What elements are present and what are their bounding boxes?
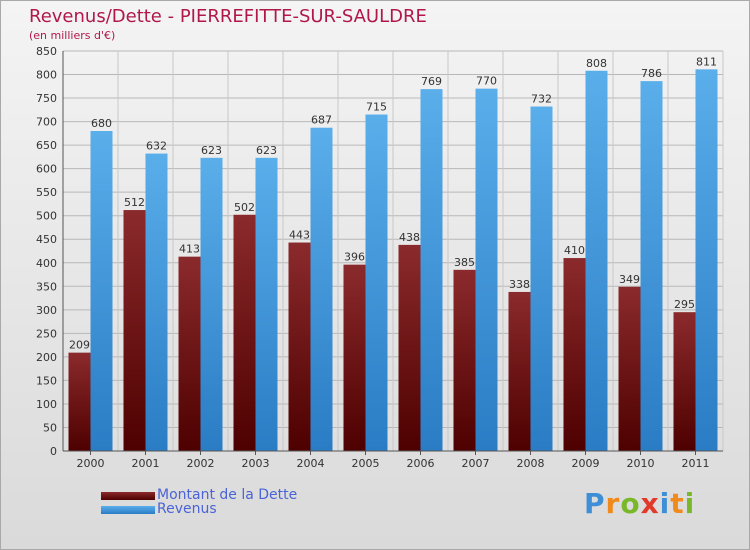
y-tick-label: 850: [36, 45, 57, 58]
data-label-debt: 438: [399, 231, 420, 244]
y-tick-label: 200: [36, 351, 57, 364]
bar-debt: [123, 210, 146, 451]
legend-label-revenue: Revenus: [157, 501, 217, 517]
x-tick-label: 2001: [132, 457, 160, 470]
bar-debt: [178, 256, 201, 451]
x-tick-label: 2010: [627, 457, 655, 470]
x-tick-label: 2006: [407, 457, 435, 470]
bar-debt: [673, 312, 696, 451]
bar-revenue: [585, 70, 608, 451]
y-tick-label: 700: [36, 116, 57, 129]
data-label-debt: 410: [564, 244, 585, 257]
x-tick-label: 2009: [572, 457, 600, 470]
y-tick-label: 250: [36, 327, 57, 340]
y-tick-label: 350: [36, 280, 57, 293]
data-label-revenue: 715: [366, 101, 387, 114]
bar-debt: [453, 269, 476, 451]
data-label-debt: 295: [674, 298, 695, 311]
data-label-debt: 338: [509, 278, 530, 291]
logo-letter: i: [659, 487, 671, 520]
data-label-debt: 502: [234, 201, 255, 214]
data-label-debt: 413: [179, 243, 200, 256]
data-label-revenue: 808: [586, 57, 607, 70]
bar-revenue: [365, 114, 388, 451]
data-label-revenue: 770: [476, 75, 497, 88]
proxiti-logo: Proxiti: [584, 487, 695, 520]
bar-debt: [233, 214, 256, 451]
x-tick-label: 2003: [242, 457, 270, 470]
bar-debt: [508, 291, 531, 451]
chart-subtitle: (en milliers d'€): [29, 29, 116, 42]
bar-debt: [343, 264, 366, 451]
y-tick-label: 50: [43, 421, 57, 434]
bar-revenue: [530, 106, 553, 451]
y-tick-label: 550: [36, 186, 57, 199]
bar-layer: [68, 69, 718, 452]
y-tick-label: 400: [36, 257, 57, 270]
bar-revenue: [420, 89, 443, 451]
x-tick-label: 2004: [297, 457, 325, 470]
y-tick-label: 450: [36, 233, 57, 246]
data-label-revenue: 623: [201, 144, 222, 157]
legend-swatch-debt: [101, 492, 155, 500]
grid-layer: [62, 50, 724, 452]
logo-letter: i: [684, 487, 696, 520]
bar-revenue: [310, 127, 333, 452]
x-tick-label: 2000: [77, 457, 105, 470]
data-label-debt: 349: [619, 273, 640, 286]
data-label-revenue: 680: [91, 117, 112, 130]
logo-letter: r: [605, 487, 621, 520]
y-tick-label: 650: [36, 139, 57, 152]
bar-debt: [68, 352, 91, 451]
bar-revenue: [90, 131, 113, 451]
bar-revenue: [200, 157, 223, 451]
y-tick-label: 750: [36, 92, 57, 105]
data-label-revenue: 632: [146, 140, 167, 153]
bar-debt: [398, 244, 421, 451]
x-tick-label: 2007: [462, 457, 490, 470]
y-tick-label: 300: [36, 304, 57, 317]
logo-letter: t: [670, 487, 685, 520]
x-tick-label: 2005: [352, 457, 380, 470]
logo-letter: o: [620, 487, 641, 520]
legend-label-debt: Montant de la Dette: [157, 487, 298, 503]
bar-debt: [288, 242, 311, 451]
y-tick-label: 150: [36, 374, 57, 387]
chart-title: Revenus/Dette - PIERREFITTE-SUR-SAULDRE: [29, 6, 427, 27]
bar-debt: [618, 286, 641, 451]
bar-revenue: [145, 153, 168, 451]
y-tick-label: 100: [36, 398, 57, 411]
y-tick-label: 0: [50, 445, 57, 458]
data-label-revenue: 732: [531, 93, 552, 106]
data-label-debt: 385: [454, 256, 475, 269]
data-label-debt: 443: [289, 229, 310, 242]
data-label-revenue: 623: [256, 144, 277, 157]
bar-revenue: [475, 88, 498, 451]
bar-revenue: [255, 157, 278, 451]
logo-letter: x: [640, 487, 660, 520]
data-label-debt: 209: [69, 339, 90, 352]
y-tick-label: 600: [36, 163, 57, 176]
x-tick-label: 2011: [682, 457, 710, 470]
y-tick-label: 800: [36, 69, 57, 82]
logo-letter: P: [584, 487, 606, 520]
bar-revenue: [695, 69, 718, 452]
data-label-revenue: 786: [641, 67, 662, 80]
axis-layer: 0 50 100 150 200 250 300 350 400 450 500 550 600 650 7…: [36, 45, 723, 470]
data-label-debt: 512: [124, 196, 145, 209]
legend-swatch-revenue: [101, 506, 155, 514]
data-label-revenue: 687: [311, 114, 332, 127]
data-label-debt: 396: [344, 251, 365, 264]
x-tick-label: 2008: [517, 457, 545, 470]
y-tick-label: 500: [36, 210, 57, 223]
x-tick-label: 2002: [187, 457, 215, 470]
data-label-revenue: 811: [696, 55, 717, 68]
data-label-revenue: 769: [421, 75, 442, 88]
bar-revenue: [640, 81, 663, 451]
bar-debt: [563, 258, 586, 451]
